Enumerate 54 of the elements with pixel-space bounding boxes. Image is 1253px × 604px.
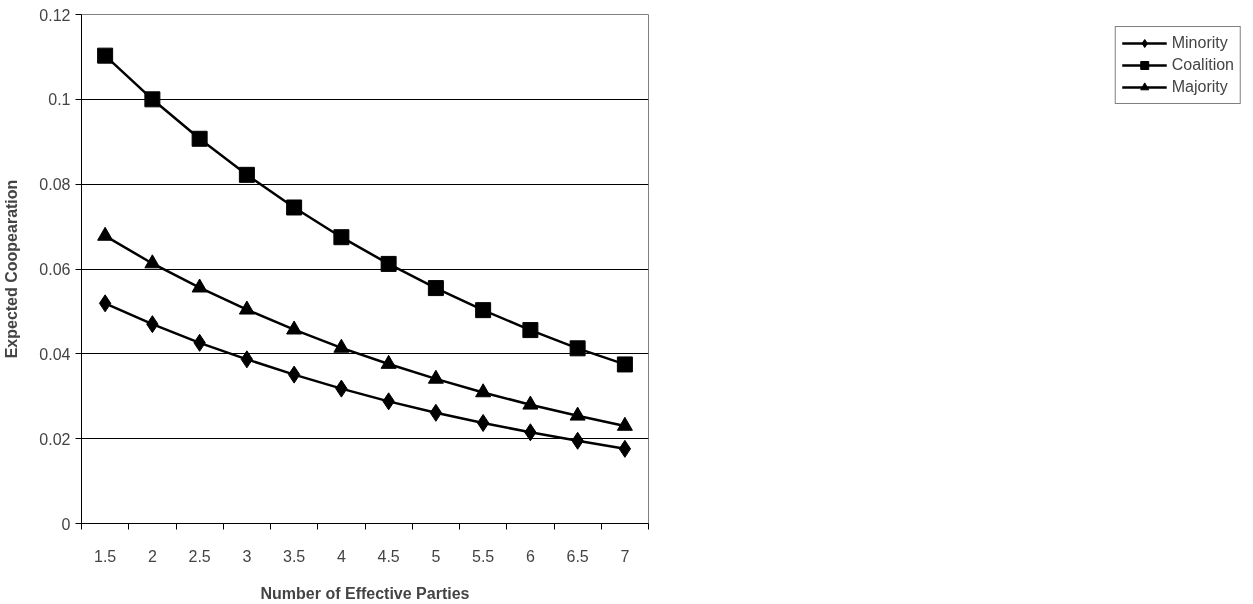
point [286,199,303,216]
point [333,338,350,353]
x-tick-label: 7 [620,547,630,565]
point [476,413,490,432]
y-tick-label: 0.08 [39,176,71,194]
y-tick-label: 0.04 [39,345,71,363]
point [475,302,492,319]
y-tick-label: 0.1 [48,91,71,109]
x-axis-title: Number of Effective Parties [260,584,470,602]
point [475,383,492,398]
point [286,320,303,335]
point [427,369,444,384]
point [97,226,114,241]
point [191,278,208,293]
point [569,340,586,357]
point [616,416,633,431]
point [522,322,539,339]
y-axis-title: Expected Coopearation [3,179,21,359]
legend-label: Majority [1171,78,1228,96]
point [144,91,161,108]
x-tick-label: 2 [147,547,157,565]
y-tick-label: 0.12 [39,6,71,24]
y-tick-label: 0.02 [39,430,71,448]
x-tick-label: 3.5 [283,547,306,565]
point [522,395,539,410]
point [240,350,254,369]
point [618,439,632,458]
point [238,166,255,183]
point [427,280,444,297]
x-tick-label: 5.5 [472,547,495,565]
x-tick-label: 4.5 [377,547,400,565]
legend-label: Coalition [1171,56,1234,74]
point [144,254,161,269]
y-tick-label: 0.06 [39,261,71,278]
legend-label: Minority [1171,34,1228,52]
point [380,255,397,272]
point [98,294,112,313]
x-tick-label: 1.5 [94,547,117,565]
point [380,354,397,369]
y-tick-label: 0 [61,515,71,533]
point [287,365,301,384]
point [429,403,443,422]
point [616,356,633,373]
x-tick-label: 2.5 [188,547,211,565]
point [569,406,586,421]
point [97,47,114,64]
x-tick-label: 5 [431,547,441,565]
point [191,130,208,147]
x-tick-label: 3 [242,547,252,565]
x-tick-label: 6.5 [566,547,589,565]
x-tick-label: 4 [336,547,346,565]
point [238,300,255,315]
x-tick-label: 6 [525,547,535,565]
point [333,229,350,246]
